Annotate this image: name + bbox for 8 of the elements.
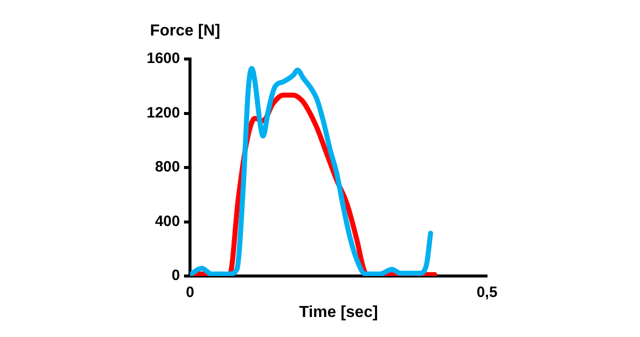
y-tick-label: 1600 (146, 50, 180, 68)
y-tick-label: 400 (154, 212, 180, 230)
y-axis-title: Force [N] (150, 22, 220, 40)
y-tick-label: 1200 (146, 104, 180, 122)
x-tick-label: 0,5 (476, 284, 498, 302)
x-axis-title: Time [sec] (299, 304, 378, 321)
y-tick-label: 0 (172, 267, 180, 284)
y-tick-label: 800 (154, 158, 180, 176)
